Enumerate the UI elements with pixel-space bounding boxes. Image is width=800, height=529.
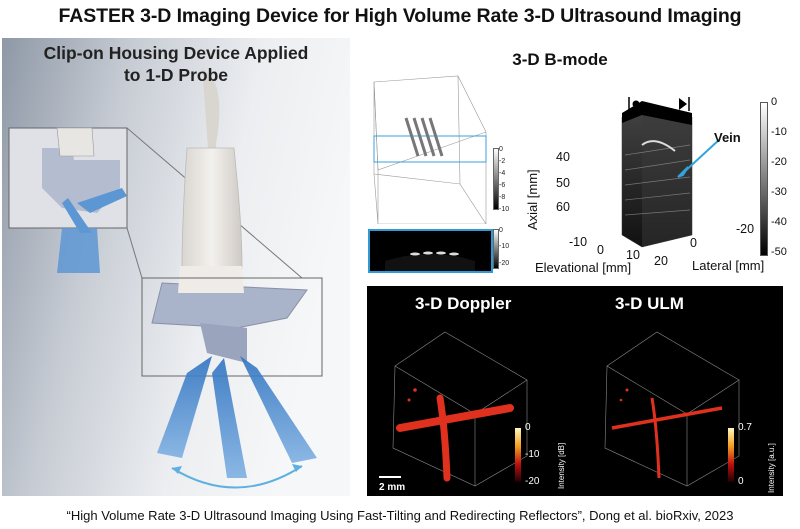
volume-colorbar bbox=[493, 148, 499, 210]
device-heading-line1: Clip-on Housing Device Applied bbox=[43, 43, 309, 63]
bmode-volume-cube bbox=[373, 75, 487, 224]
axial-tick: 60 bbox=[556, 200, 570, 214]
slice-colorbar bbox=[493, 229, 499, 269]
bmode-slice-image bbox=[368, 229, 493, 273]
bmode-colorbar-tick: -30 bbox=[771, 186, 787, 198]
bmode-colorbar-tick: -20 bbox=[771, 156, 787, 168]
device-illustration bbox=[2, 38, 350, 496]
doppler-colorbar-label: Intensity [dB] bbox=[557, 442, 566, 489]
ulm-render bbox=[604, 331, 740, 487]
ulm-title: 3-D ULM bbox=[615, 294, 684, 313]
lateral-tick: 0 bbox=[690, 236, 697, 250]
scale-bar bbox=[379, 476, 401, 478]
slice-vessels bbox=[385, 251, 475, 271]
doppler-colorbar-tick: 0 bbox=[525, 422, 531, 433]
bmode-colorbar-tick: 0 bbox=[771, 96, 778, 108]
axial-tick: 50 bbox=[556, 176, 570, 190]
slice-colorbar-tick: 0 bbox=[499, 227, 503, 234]
lateral-tick: -20 bbox=[736, 222, 755, 236]
slice-colorbar-tick: -20 bbox=[499, 260, 510, 267]
doppler-colorbar bbox=[515, 428, 521, 482]
doppler-render bbox=[392, 331, 528, 487]
bmode-colorbar bbox=[760, 102, 768, 256]
elevational-tick: 10 bbox=[626, 248, 640, 262]
volume-colorbar-tick: -6 bbox=[499, 182, 506, 189]
device-heading: Clip-on Housing Device Applied to 1-D Pr… bbox=[2, 42, 350, 86]
bmode-colorbar-tick: -50 bbox=[771, 246, 787, 258]
volume-colorbar-tick: -10 bbox=[499, 206, 510, 213]
bmode-colorbar-tick: -10 bbox=[771, 126, 787, 138]
volume-colorbar-tick: -4 bbox=[499, 170, 506, 177]
volume-colorbar-tick: 0 bbox=[499, 146, 503, 153]
elevational-tick: 20 bbox=[654, 254, 668, 268]
bmode-heading: 3-D B-mode bbox=[512, 50, 608, 69]
ulm-colorbar-tick: 0.7 bbox=[738, 422, 752, 433]
lateral-axis-label: Lateral [mm] bbox=[692, 258, 765, 273]
device-illustration-panel bbox=[2, 38, 350, 496]
ulm-colorbar bbox=[728, 428, 734, 482]
bmode-3d-render bbox=[621, 97, 721, 248]
volume-colorbar-tick: -2 bbox=[499, 158, 506, 165]
ulm-colorbar-label: Intensity [a.u.] bbox=[767, 443, 776, 493]
bmode-colorbar-tick: -40 bbox=[771, 216, 787, 228]
scale-bar-label: 2 mm bbox=[379, 482, 406, 493]
citation: “High Volume Rate 3-D Ultrasound Imaging… bbox=[66, 508, 734, 523]
ulm-colorbar-tick: 0 bbox=[738, 476, 744, 487]
slice-colorbar-tick: -10 bbox=[499, 243, 510, 250]
volume-colorbar-tick: -8 bbox=[499, 194, 506, 201]
elevational-tick: 0 bbox=[597, 243, 604, 257]
doppler-title: 3-D Doppler bbox=[415, 294, 512, 313]
doppler-colorbar-tick: -20 bbox=[525, 476, 540, 487]
doppler-colorbar-tick: -10 bbox=[525, 449, 540, 460]
axial-axis-label: Axial [mm] bbox=[525, 169, 540, 230]
doppler-ulm-panel: 3-D Doppler 3-D ULM 0 -10 -20 Intensity … bbox=[367, 286, 783, 496]
vein-label: Vein bbox=[714, 130, 741, 145]
elevational-tick: -10 bbox=[569, 235, 588, 249]
housing-detail-box bbox=[141, 277, 323, 377]
axial-tick: 40 bbox=[556, 150, 570, 164]
elevational-axis-label: Elevational [mm] bbox=[535, 260, 632, 275]
device-heading-line2: to 1-D Probe bbox=[123, 65, 229, 85]
page-title: FASTER 3-D Imaging Device for High Volum… bbox=[58, 5, 742, 27]
